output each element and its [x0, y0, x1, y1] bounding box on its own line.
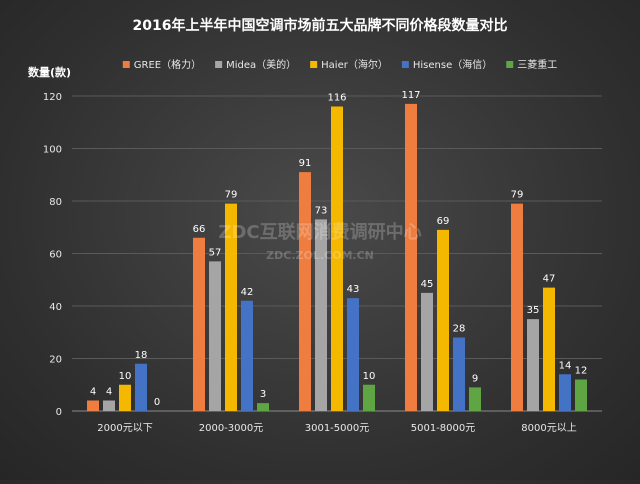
legend-swatch	[506, 61, 514, 68]
legend-label: 三菱重工	[517, 58, 557, 71]
data-label: 4	[106, 387, 112, 398]
legend-item: GREE（格力）	[122, 58, 201, 71]
y-axis-label: 数量(款)	[28, 65, 71, 79]
y-tick-label: 120	[43, 92, 62, 103]
y-tick-label: 100	[43, 145, 62, 156]
watermark-line1: ZDC互联网消费调研中心	[218, 221, 421, 243]
bar	[119, 384, 131, 411]
data-label: 57	[209, 247, 222, 258]
data-label: 12	[575, 366, 588, 377]
data-label: 10	[119, 371, 132, 382]
legend-label: GREE（格力）	[134, 58, 201, 71]
bar	[103, 400, 115, 411]
bar	[405, 103, 417, 411]
x-tick-label: 3001-5000元	[305, 423, 370, 434]
data-label: 18	[135, 350, 148, 361]
bar	[331, 106, 343, 411]
x-tick-label: 2000-3000元	[199, 423, 264, 434]
legend-swatch	[310, 61, 318, 68]
bar	[421, 292, 433, 411]
x-tick-label: 8000元以上	[521, 422, 576, 434]
legend-label: Midea（美的）	[226, 58, 296, 71]
data-label: 73	[315, 205, 328, 216]
data-label: 91	[299, 158, 312, 169]
bar	[453, 337, 465, 411]
bar	[241, 300, 253, 411]
y-axis-ticks: 0 20 40 60 80 100 120	[43, 92, 62, 418]
bar	[559, 374, 571, 411]
data-label: 14	[559, 360, 572, 371]
bar	[363, 384, 375, 411]
data-label: 79	[511, 190, 524, 201]
bar	[347, 298, 359, 411]
legend-item: Hisense（海信）	[401, 58, 492, 71]
data-label: 28	[453, 324, 466, 335]
y-tick-label: 0	[56, 407, 62, 418]
legend-label: Hisense（海信）	[413, 58, 492, 71]
bar	[257, 403, 269, 411]
legend-item: Midea（美的）	[215, 58, 296, 71]
data-label: 79	[225, 190, 238, 201]
x-tick-label: 2000元以下	[97, 423, 152, 434]
bar	[575, 379, 587, 411]
bar	[135, 363, 147, 411]
y-tick-label: 80	[49, 197, 62, 208]
y-tick-label: 20	[49, 355, 62, 366]
data-label: 3	[260, 389, 266, 400]
legend-item: 三菱重工	[506, 58, 557, 71]
bar	[437, 229, 449, 411]
y-tick-label: 40	[49, 302, 62, 313]
data-label: 47	[543, 274, 556, 285]
bar	[527, 319, 539, 411]
y-tick-label: 60	[49, 250, 62, 261]
data-label: 10	[363, 371, 376, 382]
legend-swatch	[122, 61, 130, 68]
data-label: 0	[154, 397, 160, 408]
legend-label: Haier（海尔）	[321, 58, 388, 71]
data-label: 66	[193, 224, 206, 235]
data-label: 43	[347, 284, 360, 295]
bar	[299, 172, 311, 411]
data-label: 4	[90, 387, 96, 398]
bars: 4 410180665779423917311643101174569289793…	[87, 90, 587, 411]
legend-swatch	[215, 61, 223, 68]
chart-title: 2016年上半年中国空调市场前五大品牌不同价格段数量对比	[133, 17, 508, 34]
bar	[315, 219, 327, 411]
legend-item: Haier（海尔）	[310, 58, 388, 71]
data-label: 9	[472, 373, 478, 384]
bar	[225, 203, 237, 411]
bar	[209, 261, 221, 411]
bar	[469, 387, 481, 411]
legend-swatch	[401, 61, 409, 68]
data-label: 42	[241, 287, 254, 298]
bar	[511, 203, 523, 411]
bar	[193, 237, 205, 411]
data-label: 117	[401, 90, 420, 101]
x-tick-label: 5001-8000元	[411, 423, 476, 434]
bar	[543, 287, 555, 411]
x-axis-ticks: 2000元以下 2000-3000元 3001-5000元 5001-8000元 800…	[97, 422, 576, 434]
data-label: 69	[437, 216, 450, 227]
bar	[87, 400, 99, 411]
data-label: 116	[327, 93, 346, 104]
watermark-line2: ZDC.ZOL.COM.CN	[266, 249, 374, 262]
data-label: 35	[527, 305, 540, 316]
data-label: 45	[421, 279, 434, 290]
legend: GREE（格力） Midea（美的） Haier（海尔） Hisense（海信） 三菱重…	[122, 58, 557, 71]
watermark: ZDC互联网消费调研中心 ZDC.ZOL.COM.CN	[218, 221, 421, 262]
